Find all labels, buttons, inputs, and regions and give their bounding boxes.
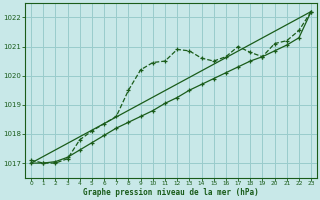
X-axis label: Graphe pression niveau de la mer (hPa): Graphe pression niveau de la mer (hPa) — [83, 188, 259, 197]
